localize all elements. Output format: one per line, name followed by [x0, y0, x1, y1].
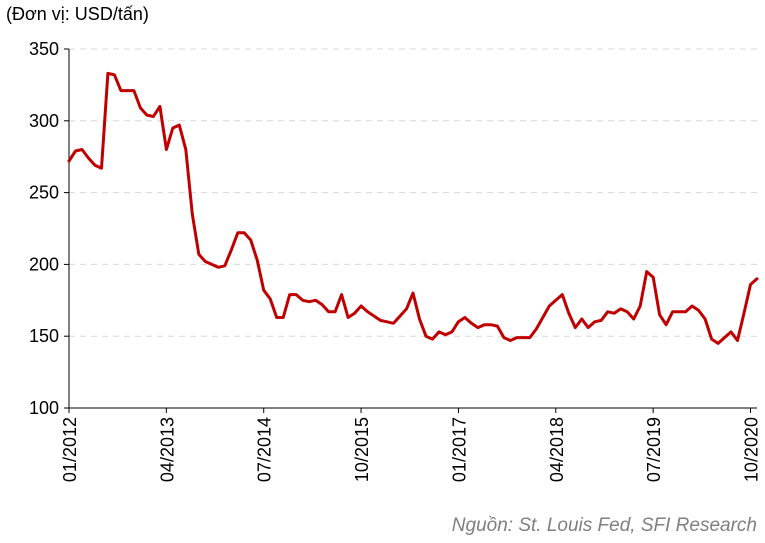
- y-tick-label: 350: [29, 39, 59, 59]
- y-tick-label: 250: [29, 183, 59, 203]
- x-tick-label: 01/2017: [449, 417, 469, 482]
- gridlines: [69, 48, 757, 337]
- series-layer: [67, 71, 759, 345]
- y-tick-label: 150: [29, 326, 59, 346]
- x-tick-label: 04/2018: [547, 417, 567, 482]
- x-tick-label: 01/2012: [60, 417, 80, 482]
- x-tick-labels: 01/2012 04/2013 07/2014 10/2015 01/2017 04/20…: [60, 417, 762, 482]
- unit-label: (Đơn vị: USD/tấn): [6, 4, 149, 24]
- x-tick-label: 07/2019: [644, 417, 664, 482]
- y-tick-label: 200: [29, 254, 59, 274]
- y-tick-label: 300: [29, 111, 59, 131]
- series-line: [67, 71, 759, 345]
- x-tick-label: 04/2013: [157, 417, 177, 482]
- axes: [64, 48, 757, 413]
- x-tick-label: 10/2015: [352, 417, 372, 482]
- y-tick-labels: 100 150 200 250 300 350: [29, 39, 59, 418]
- x-tick-label: 07/2014: [255, 417, 275, 482]
- y-tick-label: 100: [29, 398, 59, 418]
- source-note: Nguồn: St. Louis Fed, SFI Research: [451, 515, 757, 536]
- x-tick-label: 10/2020: [742, 417, 762, 482]
